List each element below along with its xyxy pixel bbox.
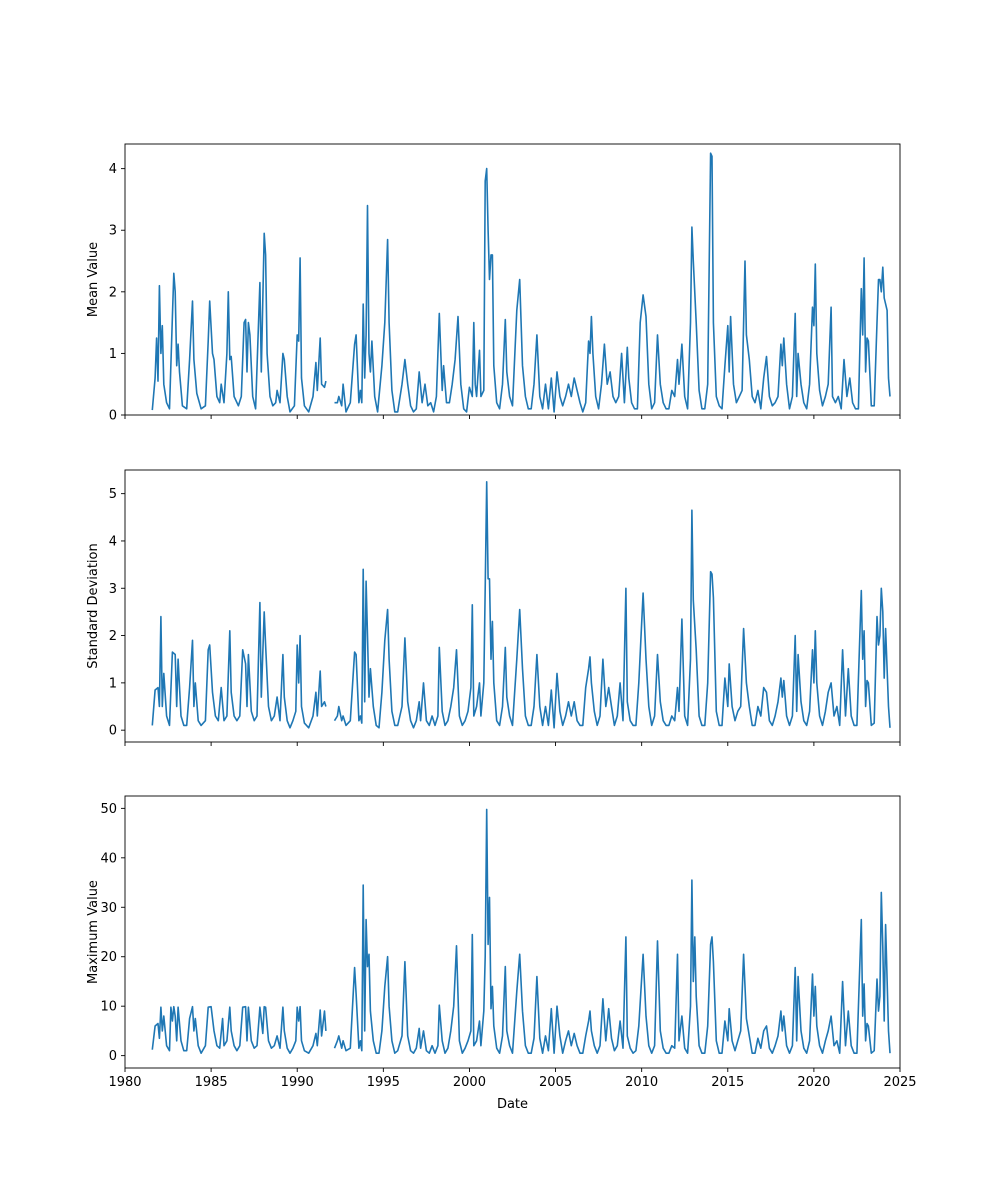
subplot-2: 0 1 2 3 4 5 Standard Deviation [86,469,901,746]
y-tick-label: 30 [100,901,117,916]
y-tick-label: 2 [109,285,117,300]
y-tick-label: 2 [109,629,117,644]
x-tick-label: 1985 [195,1075,228,1090]
x-tick-label: 1990 [281,1075,314,1090]
y-tick-label: 0 [109,1049,117,1064]
y-tick-label: 0 [109,724,117,739]
x-tick-label: 2005 [539,1075,572,1090]
subplot-3: 1980 1985 1990 1995 2000 2005 2010 2015 2020 2025… [86,795,917,1112]
y-tick-label: 3 [109,582,117,597]
series-line-1 [151,1005,327,1054]
series-line-2 [333,480,891,729]
series-line-1 [151,601,327,729]
x-tick-label: 2000 [453,1075,486,1090]
x-axis-label: Date [497,1097,528,1112]
y-tick-label: 5 [109,487,117,502]
y-tick-label: 1 [109,347,117,362]
y-tick-label: 40 [100,851,117,866]
y-tick-label: 10 [100,1000,117,1015]
y-tick-label: 0 [109,409,117,424]
series-line-2 [334,152,891,413]
x-tick-label: 2020 [797,1075,830,1090]
y-tick-label: 1 [109,676,117,691]
axes-frame [124,795,901,1069]
x-tick-label: 2025 [883,1075,916,1090]
y-tick-label: 4 [109,534,117,549]
y-axis-label: Standard Deviation [86,543,101,668]
axes-frame [124,469,901,743]
y-axis-label: Maximum Value [86,880,101,984]
y-tick-label: 50 [100,802,117,817]
axes-frame [124,143,901,416]
y-tick-label: 3 [109,224,117,239]
y-tick-label: 4 [109,162,117,177]
y-tick-label: 20 [100,950,117,965]
y-axis-label: Mean Value [86,242,101,317]
x-tick-label: 2010 [625,1075,658,1090]
x-tick-label: 1995 [367,1075,400,1090]
x-tick-label: 1980 [108,1075,141,1090]
series-line-2 [333,808,891,1054]
x-tick-label: 2015 [711,1075,744,1090]
series-line-1 [151,232,327,413]
subplot-1: 0 1 2 3 4 Mean Value [86,143,901,424]
